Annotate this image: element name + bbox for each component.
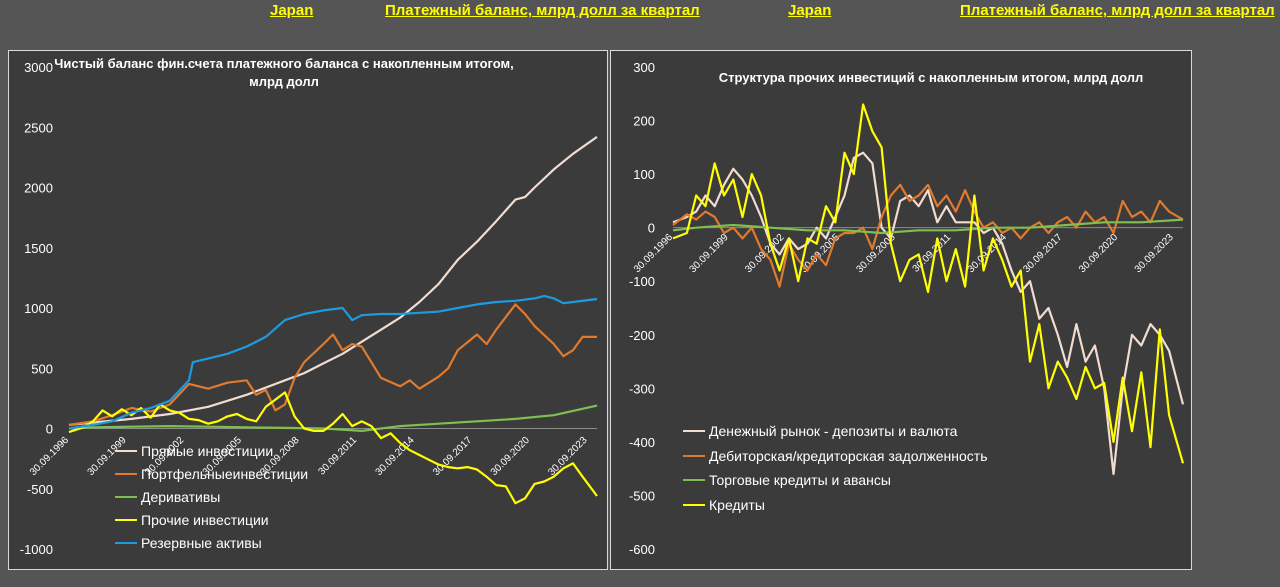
legend-swatch <box>683 479 705 482</box>
chart-other-investments: 300 200 100 0 -100 -200 -300 -400 -500 -600 30.09.… <box>610 50 1192 570</box>
y-tick-label: 1000 <box>24 301 53 316</box>
x-tick-label: 30.09.2017 <box>431 435 474 478</box>
x-tick-label: 30.09.2014 <box>374 435 417 478</box>
y-tick-label: -500 <box>27 482 53 497</box>
x-tick-label: 30.09.2020 <box>1077 232 1120 275</box>
legend-label: Кредиты <box>709 496 765 513</box>
y-tick-label: 1500 <box>24 241 53 256</box>
chart-title: Чистый баланс фин.счета платежного балан… <box>54 56 514 89</box>
series-line <box>68 136 598 426</box>
x-tick-label: 30.09.1996 <box>632 232 675 275</box>
chart-legend: Прямые инвестиции Портфельныеинвестиции … <box>115 439 308 554</box>
y-tick-label: -200 <box>629 328 655 343</box>
legend-item: Кредиты <box>683 493 988 518</box>
series-line <box>672 103 1185 464</box>
series-line <box>68 404 598 432</box>
legend-swatch <box>115 449 137 452</box>
legend-label: Деривативы <box>141 488 221 505</box>
legend-item: Дебиторская/кредиторская задолженность <box>683 444 988 469</box>
legend-label: Резервные активы <box>141 534 262 551</box>
legend-item: Прямые инвестиции <box>115 439 308 462</box>
legend-swatch <box>683 454 705 457</box>
y-tick-label: -400 <box>629 435 655 450</box>
y-tick-label: 2500 <box>24 120 53 135</box>
header-subtitle-right[interactable]: Платежный баланс, млрд долл за квартал <box>960 2 1275 19</box>
x-tick-label: 30.09.2023 <box>1133 232 1176 275</box>
legend-label: Прочие инвестиции <box>141 511 269 528</box>
y-tick-label: 3000 <box>24 60 53 75</box>
series-line <box>672 218 1184 235</box>
x-tick-label: 30.09.2020 <box>489 435 532 478</box>
legend-item: Деривативы <box>115 485 308 508</box>
legend-label: Денежный рынок - депозиты и валюта <box>709 423 958 440</box>
chart-title: Структура прочих инвестиций с накопленны… <box>718 70 1144 85</box>
legend-item: Резервные активы <box>115 531 308 554</box>
y-tick-label: -300 <box>629 381 655 396</box>
legend-item: Портфельныеинвестиции <box>115 462 308 485</box>
header-country-right[interactable]: Japan <box>788 2 832 19</box>
legend-swatch <box>115 541 137 544</box>
y-tick-label: 0 <box>46 422 53 437</box>
x-tick-label: 30.09.1999 <box>688 232 731 275</box>
series-line <box>68 303 597 426</box>
header-country-left[interactable]: Japan <box>270 2 314 19</box>
legend-swatch <box>115 472 137 475</box>
chart-other-investments-plot: 300 200 100 0 -100 -200 -300 -400 -500 -600 30.09.… <box>629 60 1185 557</box>
legend-swatch <box>683 430 705 433</box>
legend-swatch <box>115 495 137 498</box>
y-tick-label: 200 <box>633 114 655 129</box>
legend-label: Портфельныеинвестиции <box>141 465 309 482</box>
legend-item: Денежный рынок - депозиты и валюта <box>683 419 988 444</box>
header-subtitle-left[interactable]: Платежный баланс, млрд долл за квартал <box>385 2 700 19</box>
y-tick-label: 2000 <box>24 181 53 196</box>
y-tick-label: 300 <box>633 60 655 75</box>
legend-item: Торговые кредиты и авансы <box>683 468 988 493</box>
y-tick-label: 0 <box>648 221 655 236</box>
x-tick-label: 30.09.2023 <box>546 435 589 478</box>
legend-label: Прямые инвестиции <box>141 442 274 459</box>
x-tick-label: 30.09.2011 <box>316 435 359 478</box>
y-tick-label: 500 <box>31 361 53 376</box>
y-tick-label: -100 <box>629 274 655 289</box>
chart-legend: Денежный рынок - депозиты и валюта Дебит… <box>683 419 988 517</box>
y-tick-label: -500 <box>629 488 655 503</box>
series-line <box>68 294 598 430</box>
legend-label: Торговые кредиты и авансы <box>709 472 891 489</box>
chart-financial-account: 3000 2500 2000 1500 1000 500 0 -500 -1000 30.09.1… <box>8 50 608 570</box>
y-tick-label: -1000 <box>20 542 53 557</box>
y-tick-label: 100 <box>633 167 655 182</box>
chart-financial-account-plot: 3000 2500 2000 1500 1000 500 0 -500 -1000 30.09.1… <box>20 60 598 557</box>
legend-item: Прочие инвестиции <box>115 508 308 531</box>
legend-swatch <box>115 518 137 521</box>
x-tick-label: 30.09.2017 <box>1021 232 1064 275</box>
legend-swatch <box>683 503 705 506</box>
series-line <box>672 151 1185 476</box>
y-tick-label: -600 <box>629 542 655 557</box>
x-tick-label: 30.09.1996 <box>28 435 71 478</box>
legend-label: Дебиторская/кредиторская задолженность <box>709 447 988 464</box>
